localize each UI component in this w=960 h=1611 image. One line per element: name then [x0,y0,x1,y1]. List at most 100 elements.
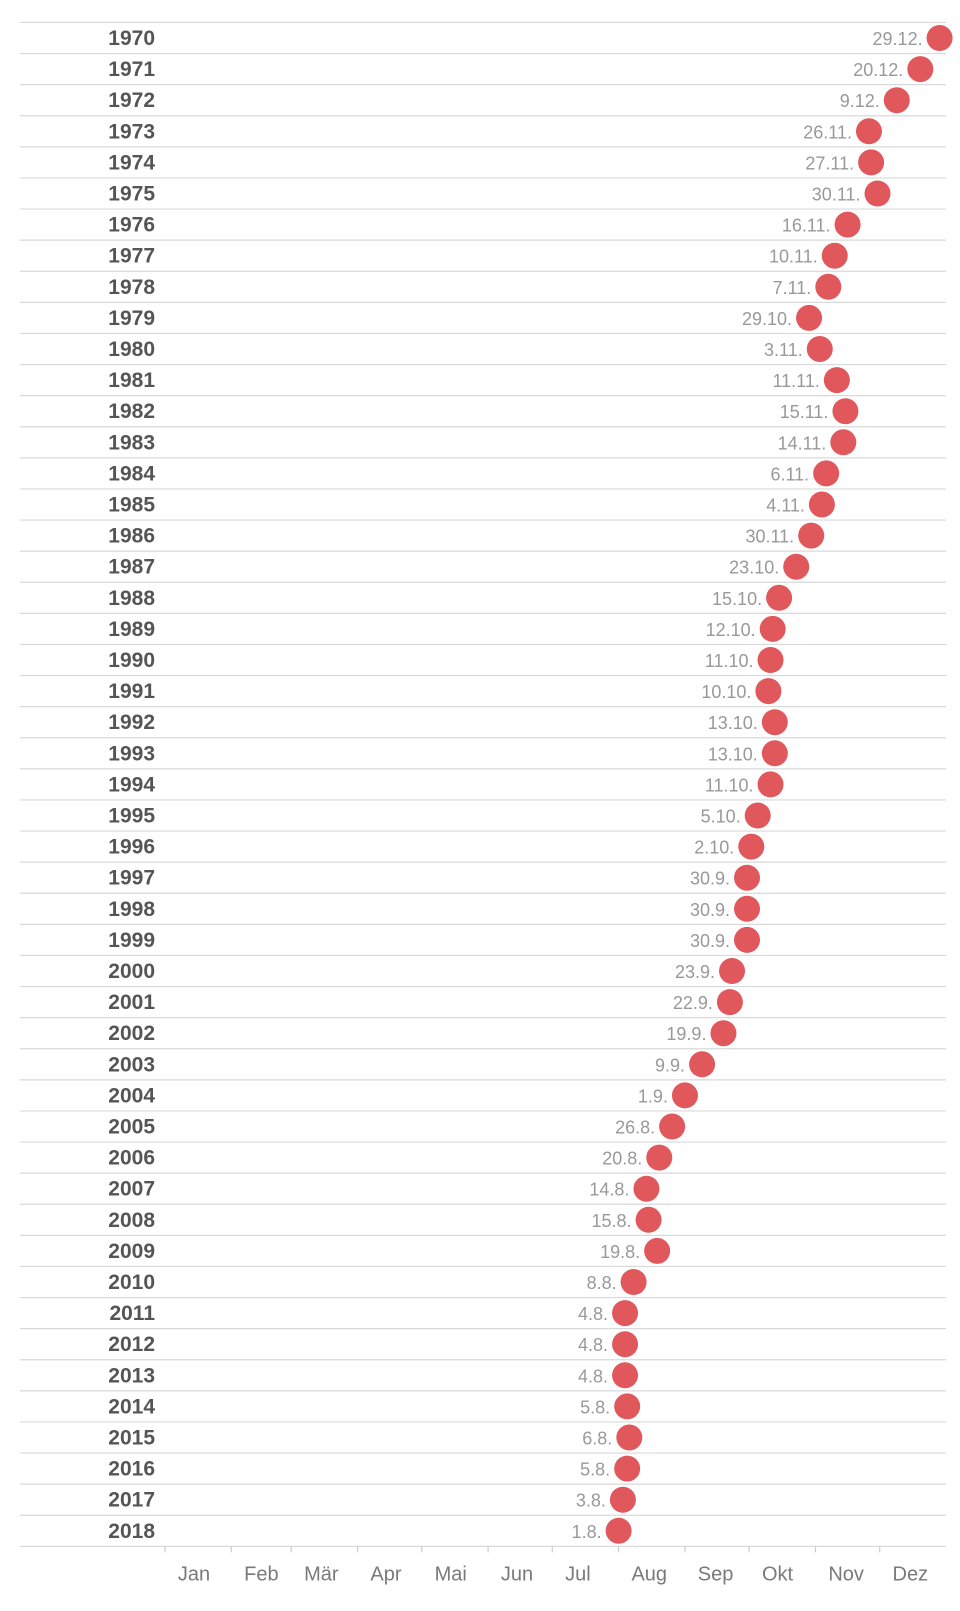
data-row: 1991 10.10. [20,678,946,708]
date-data-label: 14.11. [778,433,827,453]
data-row: 1971 20.12. [20,56,946,86]
data-row: 2017 3.8. [20,1486,946,1516]
data-point-dot [757,771,784,798]
date-data-label: 15.11. [780,402,829,422]
data-row: 1982 15.11. [20,398,946,428]
year-label: 2006 [108,1147,155,1170]
year-label: 1993 [108,742,155,765]
x-axis-month-label: Aug [631,1563,667,1585]
data-row: 1970 29.12. [20,25,953,55]
date-data-label: 6.11. [770,464,809,484]
chart-rows: 1970 29.12. 1971 20.12. 1972 9.12. 1973 26.11. 1… [20,21,953,1547]
year-label: 1995 [108,805,155,828]
date-data-label: 30.9. [690,931,730,951]
date-data-label: 4.8. [578,1304,608,1324]
data-point-dot [755,678,782,705]
data-row: 1980 3.11. [20,336,946,366]
date-data-label: 10.10. [701,682,751,702]
year-label: 1994 [108,773,155,796]
data-row: 1975 30.11. [20,180,946,210]
data-row: 1992 13.10. [20,709,946,739]
date-data-label: 6.8. [582,1429,612,1449]
year-label: 2016 [108,1458,155,1481]
data-row: 1986 30.11. [20,522,946,552]
x-axis-month-label: Jun [501,1563,533,1585]
date-data-label: 22.9. [673,993,713,1013]
year-label: 1984 [108,462,155,485]
x-axis-month-label: Feb [244,1563,278,1585]
data-point-dot [823,367,850,394]
data-point-dot [605,1517,632,1544]
data-row: 2009 19.8. [20,1237,946,1268]
data-point-dot [614,1393,641,1420]
date-data-label: 19.9. [666,1024,706,1044]
date-data-label: 15.10. [712,589,762,609]
data-point-dot [926,25,953,51]
data-row: 2002 19.9. [20,1020,946,1050]
data-row: 2003 9.9. [20,1051,946,1081]
data-point-dot [734,926,761,953]
data-point-dot [832,398,859,425]
data-row: 2011 4.8. [20,1300,946,1330]
year-label: 1996 [108,836,155,859]
data-row: 2005 26.8. [20,1113,946,1143]
date-data-label: 20.12. [853,60,903,80]
data-point-dot [815,273,842,300]
data-point-dot [757,647,784,673]
date-data-label: 4.8. [578,1335,608,1355]
x-axis-month-label: Dez [893,1563,929,1585]
date-data-label: 11.10. [705,775,754,795]
data-point-dot [716,989,743,1016]
year-label: 1992 [108,711,155,734]
year-label: 1977 [108,245,155,268]
data-point-dot [813,460,840,487]
x-axis-month-label: Sep [698,1563,734,1585]
year-label: 1976 [108,214,155,237]
data-point-dot [907,56,934,83]
data-row: 2004 1.9. [20,1082,946,1112]
data-row: 2018 1.8. [20,1517,946,1547]
year-label: 2008 [108,1209,155,1232]
data-point-dot [738,833,765,860]
date-data-label: 9.12. [840,91,880,111]
data-point-dot [830,429,857,456]
data-point-dot [646,1144,673,1171]
year-label: 2003 [108,1053,155,1076]
data-point-dot [734,895,761,922]
date-data-label: 4.11. [766,496,805,516]
date-data-label: 5.10. [701,807,741,827]
date-data-label: 5.8. [580,1460,610,1480]
data-row: 1987 23.10. [20,553,946,583]
data-row: 2012 4.8. [20,1331,946,1361]
year-label: 2014 [108,1395,155,1418]
data-row: 1977 10.11. [20,242,946,272]
data-point-dot [614,1455,641,1482]
x-axis-month-label: Okt [762,1563,794,1585]
year-label: 1980 [108,338,155,361]
data-point-dot [766,584,793,611]
data-point-dot [734,864,761,891]
year-label: 2013 [108,1364,155,1387]
date-data-label: 14.8. [589,1180,629,1200]
year-label: 1971 [108,58,155,81]
data-point-dot [719,958,746,984]
date-data-label: 29.12. [873,29,923,49]
data-row: 1972 9.12. [20,87,946,117]
data-row: 1995 5.10. [20,802,946,832]
year-label: 1982 [108,400,155,423]
data-point-dot [744,802,771,829]
data-row: 2000 23.9. [20,958,946,988]
year-label: 1975 [108,183,155,206]
year-label: 2017 [108,1489,155,1512]
data-row: 1997 30.9. [20,864,946,894]
x-axis-month-label: Jul [565,1563,591,1585]
date-data-label: 11.11. [772,371,819,391]
date-data-label: 23.10. [729,558,779,578]
data-row: 1979 29.10. [20,304,946,335]
data-point-dot [796,304,823,331]
data-row: 2008 15.8. [20,1206,946,1236]
data-row: 1988 15.10. [20,584,946,614]
year-label: 1973 [108,120,155,143]
date-data-label: 26.11. [803,122,852,142]
